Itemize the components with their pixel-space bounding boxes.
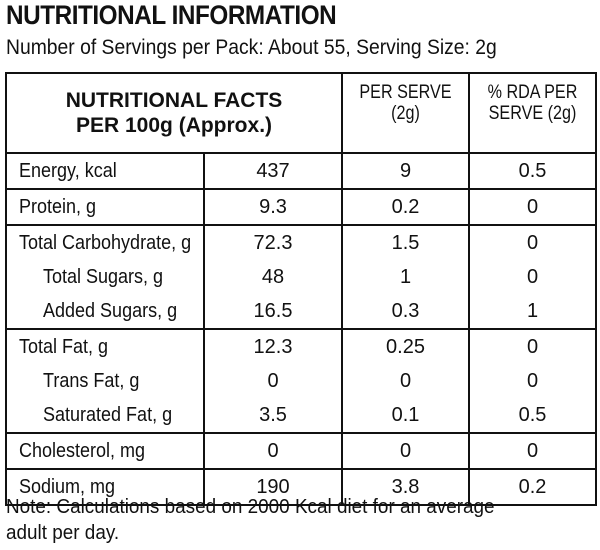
per-serve-value-cell: 3.8 [341, 468, 471, 506]
nutrient-label: Sodium, mg [19, 476, 116, 498]
rda-value: 0 [526, 336, 539, 358]
per-100g-value-cell: 0 [202, 432, 344, 470]
footnote-line2: adult per day. [6, 522, 120, 544]
per-100g-value: 190 [256, 476, 290, 498]
rda-value-cell: 0 0 0.5 [468, 328, 598, 434]
per-serve-value: 3.8 [391, 476, 420, 498]
footnote-line1: Note: Calculations based on 2000 Kcal di… [6, 496, 495, 518]
per-serve-value-cell: 9 [341, 152, 471, 190]
nutrient-label-cell: Energy, kcal [5, 152, 205, 190]
rda-value: 0.5 [518, 160, 547, 182]
nutrient-label: Protein, g [19, 196, 97, 218]
rda-value: 1 [526, 300, 539, 322]
nutrient-label: Saturated Fat, g [43, 404, 173, 426]
rda-value-cell: 0 [468, 432, 598, 470]
per-serve-value: 0 [399, 440, 412, 462]
header-rda-line1: % RDA PER [487, 82, 578, 103]
header-rda: % RDA PER SERVE (2g) [468, 72, 598, 154]
per-100g-value-cell: 190 [202, 468, 344, 506]
header-per-serve-line2: (2g) [391, 103, 420, 124]
header-nutritional-facts: NUTRITIONAL FACTS PER 100g (Approx.) [4, 72, 344, 154]
nutrient-label-cell: Total Fat, g Trans Fat, g Saturated Fat, g [5, 328, 205, 434]
rda-value-cell: 0 0 1 [468, 224, 598, 330]
per-100g-value: 16.5 [253, 300, 293, 322]
per-serve-value: 0 [399, 370, 412, 392]
per-serve-value-cell: 0.25 0 0.1 [341, 328, 471, 434]
per-serve-value: 0.1 [391, 404, 420, 426]
header-facts-line1: NUTRITIONAL FACTS [65, 89, 283, 112]
rda-value: 0.5 [518, 404, 547, 426]
nutrient-label: Energy, kcal [19, 160, 117, 182]
per-serve-value: 1.5 [391, 232, 420, 254]
per-serve-value: 1 [399, 266, 412, 288]
page-title: NUTRITIONAL INFORMATION [6, 0, 337, 30]
per-100g-value: 72.3 [253, 232, 293, 254]
per-100g-value: 9.3 [259, 196, 287, 218]
per-100g-value: 0 [267, 440, 279, 462]
per-100g-value: 12.3 [253, 336, 293, 358]
per-serve-value: 0.3 [391, 300, 420, 322]
rda-value: 0 [526, 440, 539, 462]
per-serve-value: 9 [399, 160, 412, 182]
per-100g-value: 437 [256, 160, 290, 182]
nutrient-label-cell: Sodium, mg [5, 468, 205, 506]
rda-value: 0.2 [518, 476, 547, 498]
serving-info: Number of Servings per Pack: About 55, S… [6, 36, 497, 59]
per-100g-value-cell: 12.3 0 3.5 [202, 328, 344, 434]
per-serve-value: 0.25 [386, 336, 425, 358]
table-row: Total Carbohydrate, g Total Sugars, g Adde… [5, 224, 598, 330]
nutrition-table: NUTRITIONAL FACTS PER 100g (Approx.) PER… [4, 72, 598, 506]
per-100g-value: 3.5 [259, 404, 287, 426]
per-100g-value-cell: 72.3 48 16.5 [202, 224, 344, 330]
header-per-serve: PER SERVE (2g) [341, 72, 471, 154]
rda-value: 0 [526, 232, 539, 254]
nutrient-label: Added Sugars, g [43, 300, 178, 322]
header-facts-line2: PER 100g (Approx.) [75, 114, 273, 137]
header-per-serve-line1: PER SERVE [359, 82, 452, 103]
nutrient-label-cell: Cholesterol, mg [5, 432, 205, 470]
table-row: Protein, g 9.3 0.2 0 [5, 188, 598, 226]
nutrient-label-cell: Protein, g [5, 188, 205, 226]
per-100g-value: 0 [267, 370, 279, 392]
table-row: Energy, kcal 437 9 0.5 [5, 152, 598, 190]
rda-value-cell: 0 [468, 188, 598, 226]
per-100g-value-cell: 9.3 [202, 188, 344, 226]
rda-value: 0 [526, 196, 539, 218]
table-row: Total Fat, g Trans Fat, g Saturated Fat, g… [5, 328, 598, 434]
nutrient-label: Cholesterol, mg [19, 440, 146, 462]
per-serve-value-cell: 0 [341, 432, 471, 470]
nutrient-label: Total Carbohydrate, g [19, 232, 192, 254]
nutrient-label: Total Sugars, g [43, 266, 164, 288]
per-serve-value-cell: 0.2 [341, 188, 471, 226]
rda-value-cell: 0.5 [468, 152, 598, 190]
per-100g-value-cell: 437 [202, 152, 344, 190]
rda-value: 0 [526, 266, 539, 288]
per-100g-value: 48 [261, 266, 285, 288]
table-header-row: NUTRITIONAL FACTS PER 100g (Approx.) PER… [4, 72, 598, 154]
table-row: Sodium, mg 190 3.8 0.2 [5, 468, 598, 506]
per-serve-value-cell: 1.5 1 0.3 [341, 224, 471, 330]
footnote: Note: Calculations based on 2000 Kcal di… [6, 494, 592, 546]
header-rda-line2: SERVE (2g) [488, 103, 577, 124]
nutrient-label-cell: Total Carbohydrate, g Total Sugars, g Adde… [5, 224, 205, 330]
rda-value: 0 [526, 370, 539, 392]
table-row: Cholesterol, mg 0 0 0 [5, 432, 598, 470]
nutrient-label: Total Fat, g [19, 336, 109, 358]
per-serve-value: 0.2 [391, 196, 420, 218]
rda-value-cell: 0.2 [468, 468, 598, 506]
nutrient-label: Trans Fat, g [43, 370, 140, 392]
